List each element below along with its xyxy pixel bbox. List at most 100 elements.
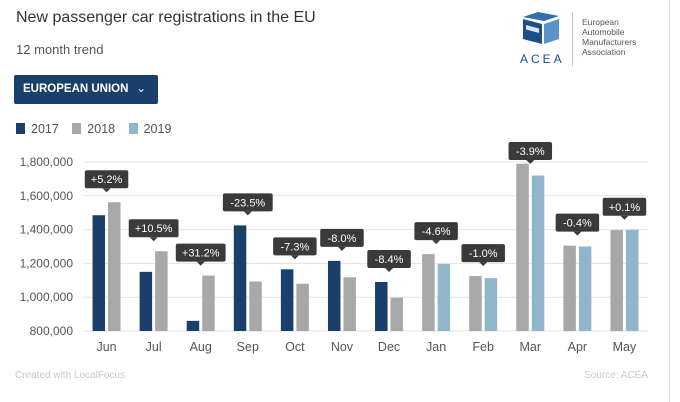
change-badge: [320, 228, 364, 247]
y-tick-label: 1,600,000: [20, 189, 74, 203]
change-badge-pointer: [385, 267, 394, 272]
bar-2018-jul[interactable]: [155, 251, 168, 331]
change-badge-pointer: [620, 215, 629, 220]
change-badge-pointer: [149, 237, 158, 242]
change-badge: [461, 244, 505, 263]
x-tick-label: Jul: [146, 340, 162, 354]
bar-2018-aug[interactable]: [202, 275, 215, 331]
logo-text: European Automobile Manufacturers Associ…: [582, 17, 636, 57]
legend-swatch-2018: [72, 123, 82, 134]
bar-2017-nov[interactable]: [327, 260, 341, 331]
bar-2018-jun[interactable]: [108, 202, 121, 331]
x-tick-label: Jan: [426, 340, 446, 354]
change-badge: [367, 249, 411, 268]
logo-line: Manufacturers: [582, 37, 637, 47]
bar-2019-jan[interactable]: [437, 263, 451, 331]
change-badge-pointer: [573, 231, 582, 236]
car-icon: [523, 12, 559, 44]
x-tick-label: Nov: [331, 340, 354, 354]
bar-2017-jun[interactable]: [92, 215, 106, 331]
logo-line: Automobile: [582, 27, 625, 37]
change-badge-label: -4.6%: [422, 226, 451, 238]
bar-2018-dec[interactable]: [390, 297, 404, 331]
change-badge-pointer: [243, 211, 252, 216]
y-tick-label: 800,000: [30, 324, 74, 338]
x-tick-label: Aug: [190, 340, 212, 354]
bar-2018-nov[interactable]: [343, 277, 356, 331]
region-dropdown[interactable]: EUROPEAN UNION ⌄: [14, 75, 158, 104]
change-badge-label: -7.3%: [281, 241, 310, 253]
bar-2017-sep[interactable]: [233, 225, 247, 331]
change-badge-label: -0.4%: [563, 218, 592, 230]
x-tick-label: Feb: [472, 340, 494, 354]
bar-2019-apr[interactable]: [578, 246, 592, 332]
change-badge-label: -23.5%: [230, 197, 265, 209]
logo-divider: [572, 12, 573, 66]
x-tick-label: Dec: [378, 340, 400, 354]
legend-item-2019[interactable]: 2019: [128, 122, 172, 136]
change-badge: [602, 197, 647, 216]
bar-2019-may[interactable]: [625, 229, 639, 331]
change-badge-pointer: [337, 246, 346, 251]
chart-legend: 2017 2018 2019: [16, 122, 181, 136]
bar-2018-mar[interactable]: [516, 163, 529, 331]
change-badge-pointer: [479, 262, 488, 267]
bar-2018-apr[interactable]: [563, 245, 576, 331]
bar-2018-jan[interactable]: [422, 254, 435, 331]
legend-label: 2017: [31, 122, 59, 136]
change-badge: [128, 219, 179, 238]
bar-2017-jul[interactable]: [139, 271, 153, 331]
legend-swatch-2017: [16, 123, 25, 134]
change-badge-label: +10.5%: [135, 223, 173, 235]
change-badge: [222, 193, 273, 212]
change-badge-pointer: [526, 160, 535, 164]
bar-2018-may[interactable]: [610, 230, 623, 331]
chevron-down-icon: ⌄: [136, 83, 146, 95]
change-badge: [84, 170, 129, 189]
region-dropdown-label: EUROPEAN UNION: [23, 83, 129, 95]
legend-label: 2019: [143, 122, 172, 136]
change-badge-label: +0.1%: [609, 202, 641, 214]
bar-2017-oct[interactable]: [280, 269, 294, 331]
y-tick-label: 1,400,000: [20, 223, 74, 237]
y-tick-label: 1,200,000: [20, 256, 74, 270]
change-badge-label: +31.2%: [182, 248, 220, 260]
logo-line: Association: [582, 47, 626, 57]
legend-label: 2018: [87, 122, 116, 136]
chart-title: New passenger car registrations in the E…: [16, 9, 316, 26]
change-badge: [175, 243, 226, 262]
logo-line: European: [582, 17, 619, 27]
x-tick-label: Apr: [568, 340, 587, 354]
x-tick-label: Mar: [520, 340, 542, 354]
y-tick-label: 1,000,000: [20, 290, 74, 304]
change-badge-pointer: [196, 261, 205, 266]
change-badge-label: -1.0%: [469, 248, 498, 260]
change-badge-label: +5.2%: [91, 174, 123, 186]
x-tick-label: Sep: [237, 340, 259, 354]
change-badge: [273, 237, 317, 256]
change-badge-label: -8.0%: [328, 233, 357, 245]
bar-2017-dec[interactable]: [375, 281, 388, 331]
bar-2017-aug[interactable]: [186, 320, 200, 331]
x-tick-label: Jun: [96, 340, 116, 354]
bar-2018-oct[interactable]: [296, 283, 309, 331]
change-badge-pointer: [290, 255, 299, 260]
change-badge: [555, 213, 600, 232]
bar-2018-sep[interactable]: [249, 281, 262, 331]
y-tick-label: 1,800,000: [20, 155, 74, 169]
legend-swatch-2019: [128, 123, 138, 134]
footer-source[interactable]: Source: ACEA: [584, 370, 648, 381]
bar-2019-mar[interactable]: [531, 175, 545, 331]
change-badge-pointer: [432, 240, 441, 245]
bar-2019-feb[interactable]: [484, 278, 498, 331]
x-tick-label: Oct: [285, 340, 305, 354]
frame-divider: [669, 0, 670, 402]
legend-item-2017[interactable]: 2017: [16, 122, 59, 136]
bar-2018-feb[interactable]: [469, 276, 482, 331]
change-badge-pointer: [102, 188, 111, 193]
change-badge: [414, 222, 458, 241]
chart-subtitle: 12 month trend: [16, 42, 104, 57]
legend-item-2018[interactable]: 2018: [72, 122, 115, 136]
x-tick-label: May: [613, 340, 637, 354]
change-badge-label: -8.4%: [375, 254, 404, 266]
